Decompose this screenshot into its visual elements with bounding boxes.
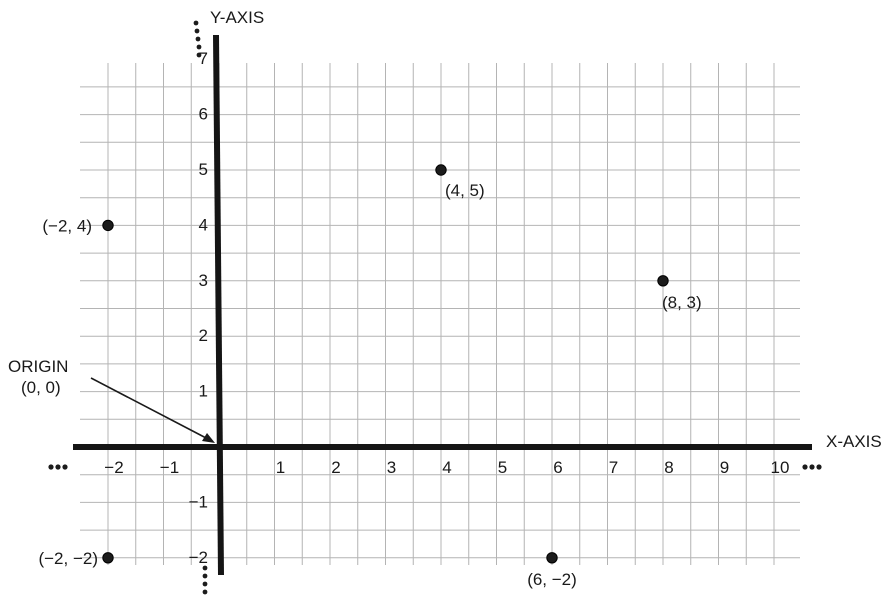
origin-annotation-title: ORIGIN <box>8 357 68 376</box>
x-tick-label: 5 <box>498 458 507 477</box>
x-tick-label: 9 <box>720 458 729 477</box>
y-tick-label: 5 <box>199 160 208 179</box>
data-point-label: (4, 5) <box>445 181 485 200</box>
y-axis-continuation-dot <box>196 52 202 58</box>
y-axis-continuation-dot <box>196 44 202 50</box>
origin-annotation: ORIGIN (0, 0) <box>8 357 215 443</box>
y-tick-label: −1 <box>189 492 208 511</box>
data-point-label: (−2, 4) <box>42 216 92 235</box>
y-axis-line <box>213 34 224 576</box>
y-axis-continuation-dot <box>202 565 208 571</box>
y-tick-label: −2 <box>189 548 208 567</box>
x-tick-label: 3 <box>387 458 396 477</box>
y-tick-label: 6 <box>199 105 208 124</box>
data-point <box>102 552 114 564</box>
y-tick-label: 3 <box>199 271 208 290</box>
y-tick-label: 1 <box>199 382 208 401</box>
data-point-label: (8, 3) <box>662 293 702 312</box>
y-tick-label: 7 <box>199 49 208 68</box>
data-point <box>435 164 447 176</box>
x-axis-continuation-dot <box>62 464 68 470</box>
x-tick-label: 7 <box>609 458 618 477</box>
y-axis-continuation-dot <box>193 20 199 26</box>
data-point <box>102 219 114 232</box>
x-tick-label: 1 <box>276 458 285 477</box>
axes <box>48 20 822 595</box>
x-tick-label: 4 <box>442 458 451 477</box>
y-axis-continuation-dot <box>194 28 200 34</box>
x-axis-continuation-dot <box>55 464 61 470</box>
data-point <box>546 552 558 564</box>
y-axis-continuation-dot <box>202 589 208 595</box>
y-axis-continuation-dot <box>202 573 208 579</box>
x-tick-label: 6 <box>553 458 562 477</box>
data-point-label: (−2, −2) <box>38 549 98 568</box>
y-tick-label: 4 <box>199 215 208 234</box>
x-tick-label: −2 <box>104 458 123 477</box>
x-tick-label: 10 <box>771 458 790 477</box>
x-tick-label: 8 <box>664 458 673 477</box>
x-tick-label: −1 <box>160 458 179 477</box>
y-axis-continuation-dot <box>202 581 208 587</box>
data-point-label: (6, −2) <box>527 570 577 589</box>
origin-annotation-coords: (0, 0) <box>21 378 61 397</box>
data-point <box>657 275 669 287</box>
axis-titles: X-AXIS Y-AXIS <box>210 8 882 451</box>
y-axis-title: Y-AXIS <box>210 8 264 27</box>
x-axis-continuation-dot <box>816 464 822 470</box>
origin-arrow-shaft <box>90 377 209 440</box>
y-tick-label: 2 <box>199 326 208 345</box>
y-axis-continuation-dot <box>195 36 201 42</box>
x-axis-title: X-AXIS <box>826 432 882 451</box>
origin-arrow-head <box>202 433 215 443</box>
x-tick-label: 2 <box>331 458 340 477</box>
x-axis-continuation-dot <box>809 464 815 470</box>
data-points: (4, 5) (−2, 4) (8, 3) (−2, −2) (6, −2) <box>38 164 702 589</box>
x-axis-continuation-dot <box>48 464 54 470</box>
grid <box>80 63 800 565</box>
x-axis-continuation-dot <box>802 464 808 470</box>
tick-labels: −2 −1 1 2 3 4 5 6 7 8 9 10 7 6 5 4 3 2 1 −1 −2 <box>104 49 789 567</box>
